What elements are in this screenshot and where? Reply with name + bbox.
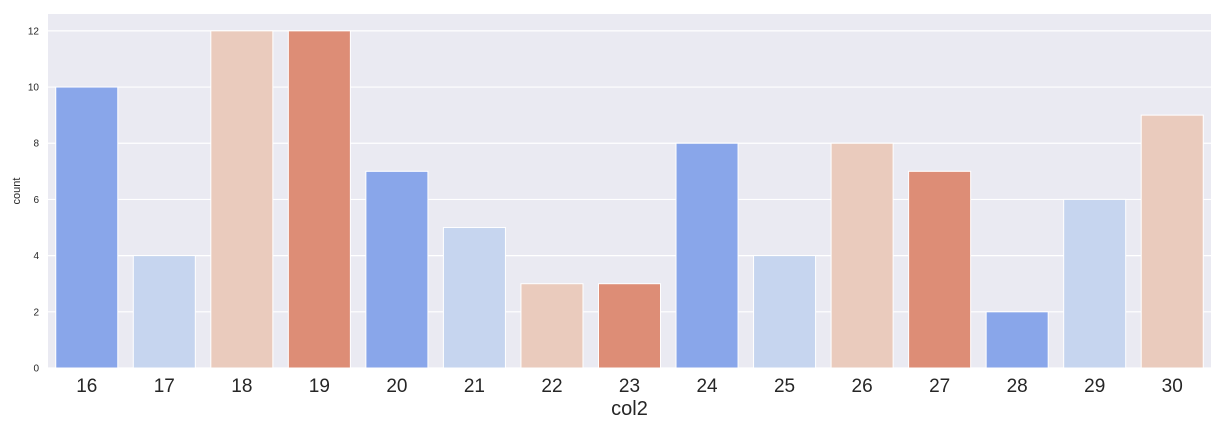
x-tick-label: 29	[1084, 376, 1105, 397]
x-tick-labels: 16 17 18 19 20 21 22 23 24 25 26 27 28 29 30	[76, 376, 1183, 397]
y-tick-label: 2	[33, 307, 39, 318]
x-tick-label: 25	[774, 376, 795, 397]
x-tick-label: 26	[852, 376, 873, 397]
bar-19	[287, 30, 351, 369]
x-axis-label: col2	[611, 398, 648, 420]
bar-16	[55, 86, 119, 369]
bar-24	[675, 142, 739, 369]
x-tick-label: 20	[386, 376, 407, 397]
bar-18	[210, 30, 274, 369]
x-tick-label: 27	[929, 376, 950, 397]
y-tick-label: 8	[33, 139, 39, 150]
y-tick-label: 10	[28, 83, 40, 94]
bar-27	[908, 170, 972, 369]
bar-17	[132, 255, 196, 369]
x-tick-label: 18	[231, 376, 252, 397]
bar-26	[830, 142, 894, 369]
bar-21	[442, 227, 506, 369]
bar-20	[365, 170, 429, 369]
x-tick-label: 28	[1007, 376, 1028, 397]
bar-28	[985, 311, 1049, 369]
bars	[55, 30, 1204, 369]
bar-29	[1063, 198, 1127, 369]
x-tick-label: 23	[619, 376, 640, 397]
x-tick-label: 21	[464, 376, 485, 397]
x-tick-label: 19	[309, 376, 330, 397]
x-tick-label: 16	[76, 376, 97, 397]
x-tick-label: 30	[1162, 376, 1183, 397]
x-tick-label: 24	[696, 376, 718, 397]
y-tick-label: 0	[33, 364, 39, 375]
bar-22	[520, 283, 584, 369]
bar-25	[753, 255, 817, 369]
y-tick-labels: 0 2 4 6 8 10 12	[28, 26, 40, 374]
bar-30	[1140, 114, 1204, 369]
y-axis-label: count	[11, 178, 23, 205]
y-tick-label: 6	[33, 195, 39, 206]
y-tick-label: 4	[33, 251, 39, 262]
x-tick-label: 22	[541, 376, 562, 397]
y-tick-label: 12	[28, 26, 40, 37]
bar-23	[597, 283, 662, 369]
x-tick-label: 17	[154, 376, 175, 397]
